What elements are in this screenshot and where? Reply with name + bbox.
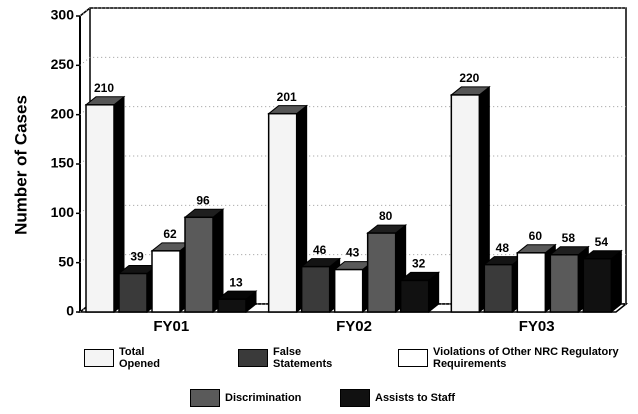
value-label: 43: [346, 246, 360, 260]
legend-swatch: [84, 349, 114, 367]
y-tick-label: 300: [51, 7, 75, 23]
value-label: 80: [379, 209, 393, 223]
bar: [399, 279, 430, 313]
bar: [450, 94, 481, 313]
value-label: 210: [94, 81, 114, 95]
bar: [217, 298, 247, 313]
legend-swatch: [398, 349, 428, 367]
value-label: 220: [459, 71, 479, 85]
legend-label: Total Opened: [119, 346, 160, 370]
legend-label: Assists to Staff: [375, 392, 456, 404]
x-tick-label: FY01: [153, 318, 189, 335]
legend-swatch: [190, 389, 220, 407]
value-label: 46: [313, 243, 327, 257]
legend-item: Total Opened: [84, 346, 179, 370]
value-label: 96: [196, 193, 210, 207]
legend-label: Discrimination: [225, 392, 302, 404]
value-label: 60: [529, 229, 543, 243]
bar-side: [610, 249, 622, 314]
bar: [300, 265, 331, 313]
value-label: 54: [595, 235, 609, 249]
grid-line: [79, 56, 626, 66]
bar: [184, 216, 214, 313]
value-label: 48: [496, 241, 510, 255]
bar: [582, 257, 613, 313]
value-label: 39: [130, 250, 144, 264]
y-tick-label: 250: [51, 56, 75, 72]
bar: [516, 252, 547, 313]
y-tick-label: 0: [66, 303, 74, 319]
legend-swatch: [340, 389, 370, 407]
legend-label: False Statements: [273, 346, 333, 370]
bar: [333, 268, 364, 313]
x-tick-label: FY02: [336, 318, 372, 335]
y-axis-label: Number of Cases: [11, 95, 30, 235]
bar: [549, 254, 580, 313]
legend-item: Discrimination: [190, 389, 301, 407]
value-label: 13: [229, 275, 243, 289]
legend-item: Violations of Other NRC Regulatory Requi…: [398, 346, 633, 370]
legend-item: False Statements: [238, 346, 333, 370]
legend-swatch: [238, 349, 268, 367]
bar: [151, 250, 181, 313]
legend-label: Violations of Other NRC Regulatory Requi…: [433, 346, 619, 370]
bar: [366, 232, 397, 313]
value-label: 32: [412, 257, 426, 271]
y-tick-label: 50: [58, 253, 74, 269]
bar: [267, 112, 298, 313]
value-label: 62: [163, 227, 177, 241]
bar: [85, 104, 115, 313]
legend-item: Assists to Staff: [340, 389, 455, 407]
y-tick-label: 100: [51, 204, 75, 220]
y-tick-label: 150: [51, 155, 75, 171]
bar: [118, 272, 148, 313]
y-tick-label: 200: [51, 105, 75, 121]
y-axis-depth: [79, 7, 91, 17]
value-label: 201: [277, 90, 297, 104]
value-label: 58: [562, 231, 576, 245]
grid-line: [79, 7, 626, 17]
x-tick-label: FY03: [519, 318, 555, 335]
bar: [483, 263, 514, 313]
